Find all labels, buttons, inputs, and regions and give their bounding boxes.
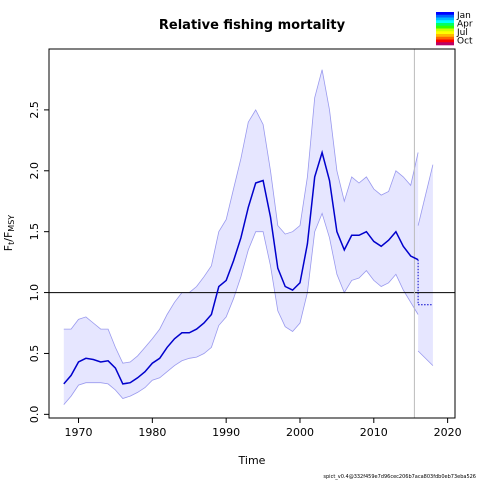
ci-upper-line xyxy=(63,69,419,364)
legend-color-swatch xyxy=(436,12,454,16)
y-tick-label: 2.5 xyxy=(28,101,41,119)
legend-color-swatch xyxy=(436,34,454,38)
legend-color-swatch xyxy=(436,28,454,32)
estimate-line xyxy=(63,149,419,385)
x-tick-label: 2010 xyxy=(360,426,388,439)
legend-label: Jan xyxy=(456,11,471,21)
legend-label: Apr xyxy=(457,20,473,30)
y-tick-label: 2.0 xyxy=(28,162,41,180)
version-footer: spict_v0.4@332f459e7d96cec206b7aca803fdb… xyxy=(323,474,476,480)
x-axis-label: Time xyxy=(238,454,266,467)
y-axis-label-sub-t: t xyxy=(7,242,16,245)
y-axis-label: Ft/FMSY xyxy=(2,215,16,251)
legend-label: Oct xyxy=(457,37,473,47)
plot-frame xyxy=(48,48,456,419)
y-tick-label: 1.0 xyxy=(28,284,41,302)
legend-color-swatch xyxy=(436,42,454,46)
x-tick-label: 2000 xyxy=(286,426,314,439)
ci-lower-line xyxy=(63,212,419,405)
forecast-ci-lower-line xyxy=(417,350,434,366)
x-tick-label: 1990 xyxy=(212,426,240,439)
legend-color-swatch xyxy=(436,25,454,29)
forecast-estimate-line xyxy=(417,259,433,306)
legend-color-swatch xyxy=(436,39,454,43)
legend-color-swatch xyxy=(436,20,454,24)
legend-color-swatch xyxy=(436,31,454,35)
plot-area: 1970 1980 1990 2000 2010 2020 0.0 0.5 1.0 1.5 2.0 2… xyxy=(28,48,462,439)
legend-color-swatch xyxy=(436,17,454,21)
x-tick-label: 1970 xyxy=(65,426,93,439)
legend-color-swatch xyxy=(436,36,454,40)
y-axis-label-main: F xyxy=(2,245,15,251)
legend-label: Jul xyxy=(456,28,468,38)
y-tick-label: 0.0 xyxy=(28,406,41,424)
legend-color-swatch xyxy=(436,14,454,18)
x-tick-label: 1980 xyxy=(138,426,166,439)
y-axis-label-slash: /F xyxy=(2,232,15,242)
y-axis-label-sub-msy: MSY xyxy=(7,215,16,232)
x-tick-label: 2020 xyxy=(434,426,462,439)
forecast-ci-upper-line xyxy=(417,164,434,226)
chart-title: Relative fishing mortality xyxy=(159,18,346,33)
forecast-confidence-band xyxy=(418,164,433,366)
y-tick-label: 0.5 xyxy=(28,345,41,363)
y-tick-label: 1.5 xyxy=(28,223,41,241)
legend-color-swatch xyxy=(436,23,454,27)
